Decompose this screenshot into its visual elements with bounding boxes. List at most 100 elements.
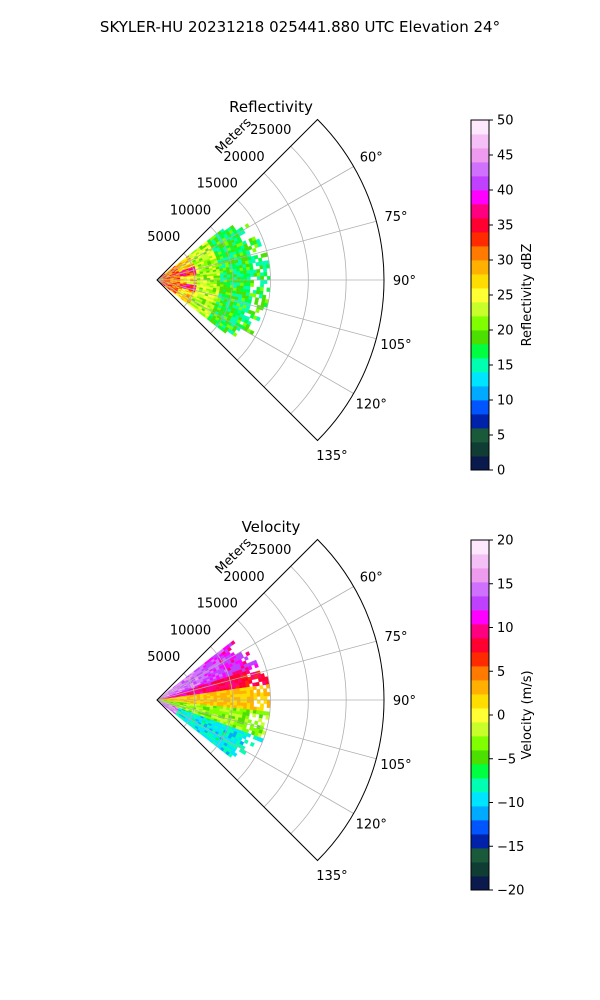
colorbar-segment [471,344,489,359]
radar-cell [213,693,218,697]
radar-cell [243,690,248,695]
colorbar-segment [471,652,489,667]
radar-cell [242,264,247,269]
azimuth-tick-label: 60° [360,570,383,585]
radial-tick-label: 25000 [250,123,291,138]
radar-cell [236,705,241,709]
radar-cell [226,702,231,706]
radar-cell [233,702,238,706]
radar-cell [222,690,227,694]
radar-cell [233,279,238,283]
colorbar-tick-label: 20 [497,324,514,339]
radar-cell [230,694,234,698]
radar-cell [252,247,257,253]
radar-cell [258,257,263,263]
radar-cell [230,697,234,701]
colorbar-segment [471,596,489,611]
radar-cell [229,284,234,289]
radar-cell [245,651,251,657]
radar-cell [260,283,264,288]
radar-cell [252,293,257,298]
colorbar-segment [471,232,489,247]
colorbar-tick-label: −5 [497,752,516,767]
radar-cell [240,699,244,704]
radar-cell [253,269,258,274]
radar-cell [223,694,228,698]
radar-cell [263,699,268,704]
colorbar-segment [471,400,489,415]
radar-cell [236,699,241,704]
radar-cell [243,273,248,278]
radar-cell [263,268,268,273]
radar-cell [250,703,254,707]
radar-cell [250,696,254,701]
radar-cell [236,268,241,272]
colorbar-segment [471,442,489,457]
radar-cell [260,696,264,701]
radar-cell [216,693,221,696]
radar-cell [232,332,238,338]
radar-cell [226,272,231,276]
colorbar-segment [471,610,489,625]
colorbar-tick-label: 5 [497,665,505,680]
radar-cell [226,646,232,652]
radar-cell [223,702,228,706]
colorbar-segment [471,330,489,345]
radar-cell [266,275,271,281]
radar-cell [243,285,248,290]
colorbar-segment [471,764,489,779]
radar-cell [236,271,241,275]
radar-cell [252,713,257,718]
colorbar-segment [471,862,489,877]
radar-cell [254,720,259,726]
radar-cell [252,685,257,691]
radar-cell [200,276,204,279]
colorbar-segment [471,708,489,723]
panel-title: Reflectivity [229,98,313,116]
radar-cell [213,275,218,279]
colorbar-segment [471,848,489,863]
azimuth-tick-label: 105° [380,338,411,353]
radar-cell [230,274,234,278]
radar-cell [246,282,251,287]
azimuth-spoke [156,279,377,340]
colorbar-tick-label: −15 [497,840,524,855]
radar-cell [239,690,244,695]
radar-cell [246,696,251,701]
colorbar-tick-label: 15 [497,359,514,374]
azimuth-tick-label: 75° [384,630,407,645]
radar-cell [252,289,257,295]
radial-tick-label: 5000 [147,650,180,665]
radar-cell [246,276,251,281]
radar-cell [246,702,251,707]
radar-cell [196,276,201,279]
radar-cell [240,693,244,698]
colorbar-tick-label: 5 [497,429,505,444]
radar-cell [236,285,241,289]
radar-cell [256,692,261,697]
radar-cell [260,703,264,708]
radar-cell [240,276,244,281]
radar-cell [256,699,261,704]
azimuth-tick-label: 75° [384,210,407,225]
radar-cell [229,271,234,276]
radar-cell [216,695,221,699]
radar-cell [230,640,236,646]
colorbar-segment [471,358,489,373]
azimuth-spoke [156,166,354,281]
radar-cell [246,273,251,278]
radar-cell [236,274,241,278]
radar-cell [222,328,228,334]
colorbar-segment [471,582,489,597]
radar-cell [243,270,248,275]
polar-grid [156,565,384,835]
radar-cell [213,273,218,277]
radar-cell [246,286,251,290]
radar-cell [200,696,204,699]
radar-cell [243,696,248,701]
radar-cell [223,272,228,276]
sector-frame [156,538,385,862]
colorbar-segment [471,680,489,695]
radar-cell [216,281,221,285]
radar-cell [256,269,261,274]
